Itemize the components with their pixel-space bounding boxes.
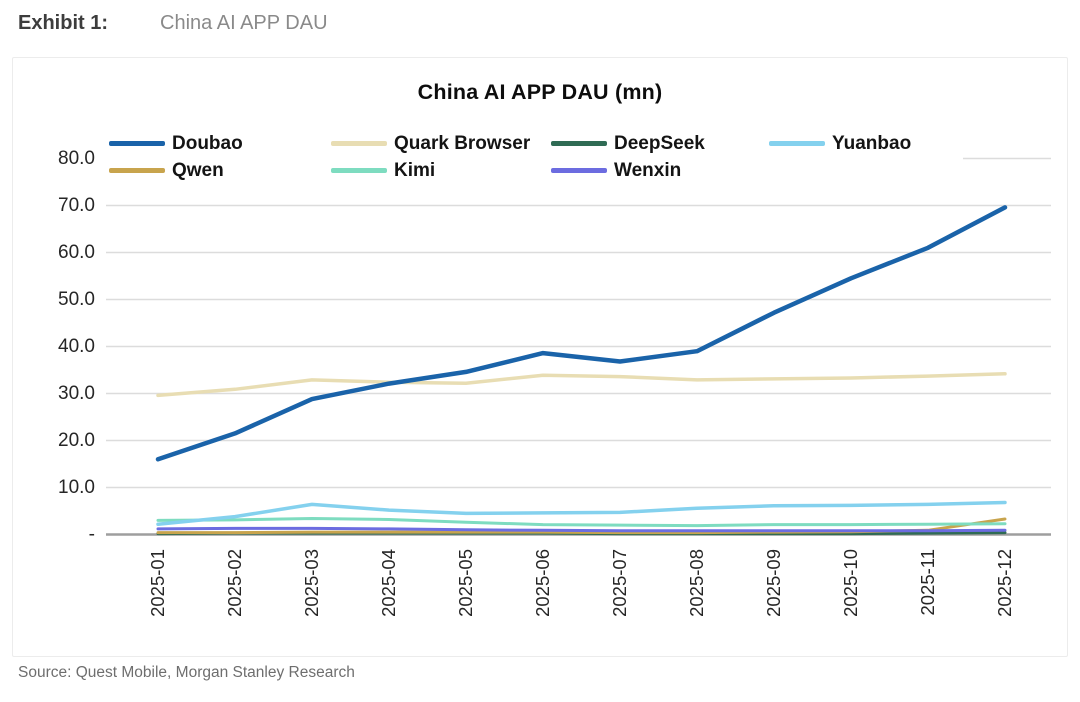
legend-label: Quark Browser xyxy=(394,132,531,154)
x-tick-label: 2025-10 xyxy=(840,549,861,617)
legend-label: Kimi xyxy=(394,159,436,181)
legend-row-2: Qwen Kimi Wenxin xyxy=(101,157,963,184)
x-tick-label: 2025-07 xyxy=(609,549,630,617)
legend-label: DeepSeek xyxy=(614,132,705,154)
legend-swatch-doubao xyxy=(109,141,165,146)
chart-legend: Doubao Quark Browser DeepSeek Yuanbao Qwen K… xyxy=(101,130,963,184)
legend-item-qwen: Qwen xyxy=(109,160,331,182)
exhibit-title: China AI APP DAU xyxy=(160,12,328,34)
legend-swatch-quark-browser xyxy=(331,141,387,146)
series-line-wenxin xyxy=(156,526,1007,533)
legend-label: Qwen xyxy=(172,159,224,181)
x-tick-label: 2025-05 xyxy=(455,549,476,617)
legend-item-doubao: Doubao xyxy=(109,133,331,155)
x-tick-label: 2025-06 xyxy=(532,549,553,617)
series-line-doubao xyxy=(155,205,1008,462)
legend-swatch-qwen xyxy=(109,168,165,173)
y-tick-label: 70.0 xyxy=(58,194,95,216)
x-tick-label: 2025-11 xyxy=(917,549,938,616)
y-tick-label: 30.0 xyxy=(58,382,95,404)
line-chart xyxy=(106,157,1051,536)
x-tick-label: 2025-12 xyxy=(994,549,1015,617)
series-line-kimi xyxy=(156,517,1007,528)
y-tick-label: 80.0 xyxy=(58,147,95,169)
x-tick-label: 2025-03 xyxy=(301,549,322,617)
y-tick-label: 40.0 xyxy=(58,335,95,357)
legend-row-1: Doubao Quark Browser DeepSeek Yuanbao xyxy=(101,130,963,157)
legend-swatch-kimi xyxy=(331,168,387,173)
legend-swatch-yuanbao xyxy=(769,141,825,146)
legend-swatch-wenxin xyxy=(551,168,607,173)
x-tick-label: 2025-04 xyxy=(378,549,399,617)
y-tick-label: 10.0 xyxy=(58,476,95,498)
chart-card: China AI APP DAU (mn) Doubao Quark Browse… xyxy=(12,57,1068,657)
series-line-yuanbao xyxy=(156,500,1007,526)
y-tick-label: 20.0 xyxy=(58,429,95,451)
legend-label: Yuanbao xyxy=(832,132,912,154)
legend-swatch-deepseek xyxy=(551,141,607,146)
legend-label: Wenxin xyxy=(614,159,682,181)
y-tick-label: - xyxy=(88,523,95,545)
source-note: Source: Quest Mobile, Morgan Stanley Res… xyxy=(18,664,355,681)
legend-item-quark-browser: Quark Browser xyxy=(331,133,551,155)
series-line-quark-browser xyxy=(156,372,1007,398)
legend-item-deepseek: DeepSeek xyxy=(551,133,769,155)
exhibit-header: Exhibit 1: China AI APP DAU xyxy=(18,12,328,35)
x-tick-label: 2025-01 xyxy=(147,549,168,617)
legend-item-kimi: Kimi xyxy=(331,160,551,182)
exhibit-label: Exhibit 1: xyxy=(18,12,109,34)
legend-item-yuanbao: Yuanbao xyxy=(769,133,963,155)
x-tick-label: 2025-09 xyxy=(763,549,784,617)
y-tick-label: 60.0 xyxy=(58,241,95,263)
x-tick-label: 2025-08 xyxy=(686,549,707,617)
legend-label: Doubao xyxy=(172,132,243,154)
chart-title: China AI APP DAU (mn) xyxy=(417,80,663,104)
legend-item-wenxin: Wenxin xyxy=(551,160,769,182)
y-tick-label: 50.0 xyxy=(58,288,95,310)
x-tick-label: 2025-02 xyxy=(224,549,245,617)
